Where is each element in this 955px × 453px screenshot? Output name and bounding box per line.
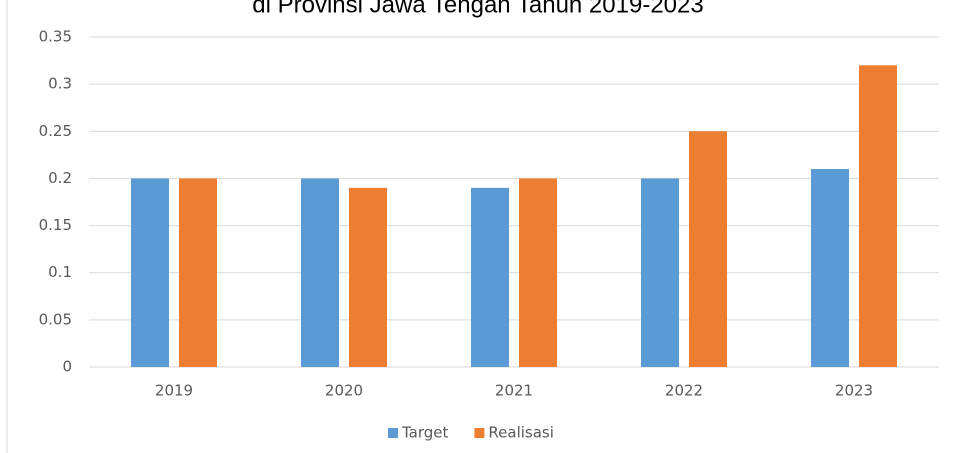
bar [641, 178, 679, 367]
legend-swatch [474, 428, 485, 438]
chart-title: di Provinsi Jawa Tengah Tahun 2019-2023 [252, 0, 703, 18]
x-tick-label: 2019 [155, 382, 193, 400]
bar [519, 178, 557, 367]
x-tick-label: 2023 [835, 382, 873, 400]
bar [471, 187, 509, 367]
legend-label: Realisasi [488, 424, 554, 442]
x-tick-label: 2020 [325, 382, 363, 400]
x-tick-label: 2022 [665, 382, 703, 400]
y-tick-label: 0 [62, 358, 72, 376]
bar [179, 178, 217, 367]
bar [689, 131, 727, 367]
bar [349, 187, 387, 367]
y-tick-label: 0.05 [39, 310, 72, 328]
y-tick-label: 0.15 [39, 216, 72, 234]
legend-swatch [388, 428, 398, 438]
bar [301, 178, 339, 367]
y-tick-label: 0.35 [39, 28, 72, 46]
y-tick-label: 0.25 [39, 122, 72, 140]
bar [131, 178, 169, 367]
y-tick-label: 0.1 [48, 263, 72, 281]
y-tick-label: 0.3 [48, 75, 72, 93]
y-tick-label: 0.2 [48, 169, 72, 187]
bar [859, 65, 897, 368]
legend-label: Target [401, 424, 449, 442]
bar [811, 169, 849, 367]
x-tick-label: 2021 [495, 382, 533, 400]
